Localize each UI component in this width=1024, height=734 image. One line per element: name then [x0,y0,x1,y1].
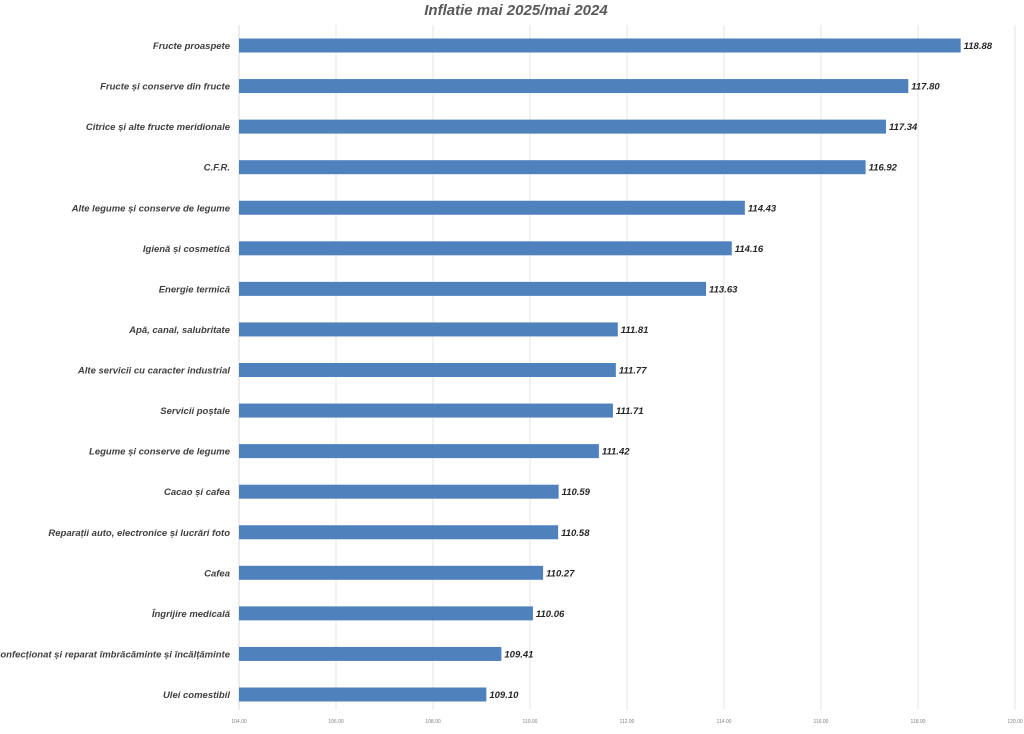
chart-title: Inflatie mai 2025/mai 2024 [424,2,608,19]
category-label: Ulei comestibil [163,690,230,701]
data-label: 111.42 [602,447,630,458]
x-tick-label: 120.00 [1007,719,1023,725]
bar [239,119,886,134]
category-label: Confecționat și reparat îmbrăcăminte și … [0,649,231,660]
bar [239,403,613,418]
data-label: 111.71 [616,406,644,417]
data-label: 110.06 [536,609,565,620]
category-label: Citrice și alte fructe meridionale [86,122,231,133]
x-tick-label: 104.00 [231,719,247,725]
data-label: 113.63 [709,284,738,295]
data-label: 117.80 [911,82,940,93]
x-tick-label: 110.00 [523,719,538,725]
x-tick-label: 116.00 [814,719,829,725]
bar [239,322,618,337]
x-tick-label: 108.00 [425,719,441,725]
category-label: Alte legume și conserve de legume [71,203,231,214]
bar [239,606,533,621]
category-label: Îngrijire medicală [152,608,231,620]
value-labels: 118.88 117.80 117.34 116.92 114.43 114.16 113.… [489,41,992,701]
category-label: Cafea [204,568,230,579]
bar [239,38,961,53]
category-label: Reparații auto, electronice și lucrări f… [48,528,230,539]
data-label: 111.77 [619,366,647,377]
bar [239,241,732,256]
data-label: 109.10 [489,690,519,701]
bar [239,525,559,540]
data-label: 111.81 [621,325,649,336]
category-label: Servicii poștale [160,406,230,417]
category-label: Fructe proaspete [153,41,231,52]
category-label: Cacao și cafea [164,487,230,498]
bar [239,687,487,702]
category-label: C.F.R. [204,163,230,174]
x-tick-label: 114.00 [717,719,732,725]
data-label: 110.58 [561,528,590,539]
bar [239,484,559,499]
x-tick-label: 112.00 [620,719,635,725]
data-label: 114.16 [735,244,764,255]
bars [239,38,961,702]
data-label: 116.92 [869,163,898,174]
grid-lines [238,25,1016,710]
data-label: 114.43 [748,203,777,214]
bar [239,281,707,296]
x-tick-label: 118.00 [911,719,926,725]
data-label: 117.34 [889,122,918,133]
data-label: 109.41 [504,649,533,660]
category-label: Alte servicii cu caracter industrial [77,366,230,377]
data-label: 110.27 [546,568,575,579]
category-label: Igienă și cosmetică [143,244,231,255]
bar [239,363,616,377]
x-tick-label: 106.00 [328,719,344,725]
bar [239,79,909,94]
bar [239,565,544,580]
category-labels: Fructe proaspete Fructe și conserve din f… [0,41,231,701]
data-label: 110.59 [562,487,591,498]
category-label: Fructe și conserve din fructe [100,82,231,93]
x-axis-ticks: 104.00 106.00 108.00 110.00 112.00 114.00 116.… [231,719,1023,725]
data-label: 118.88 [964,41,993,52]
bar [239,160,866,175]
category-label: Legume și conserve de legume [89,447,231,458]
bar [239,444,599,459]
category-label: Apă, canal, salubritate [128,325,231,336]
bar [239,646,502,661]
bar [239,200,745,215]
category-label: Energie termică [159,284,231,295]
